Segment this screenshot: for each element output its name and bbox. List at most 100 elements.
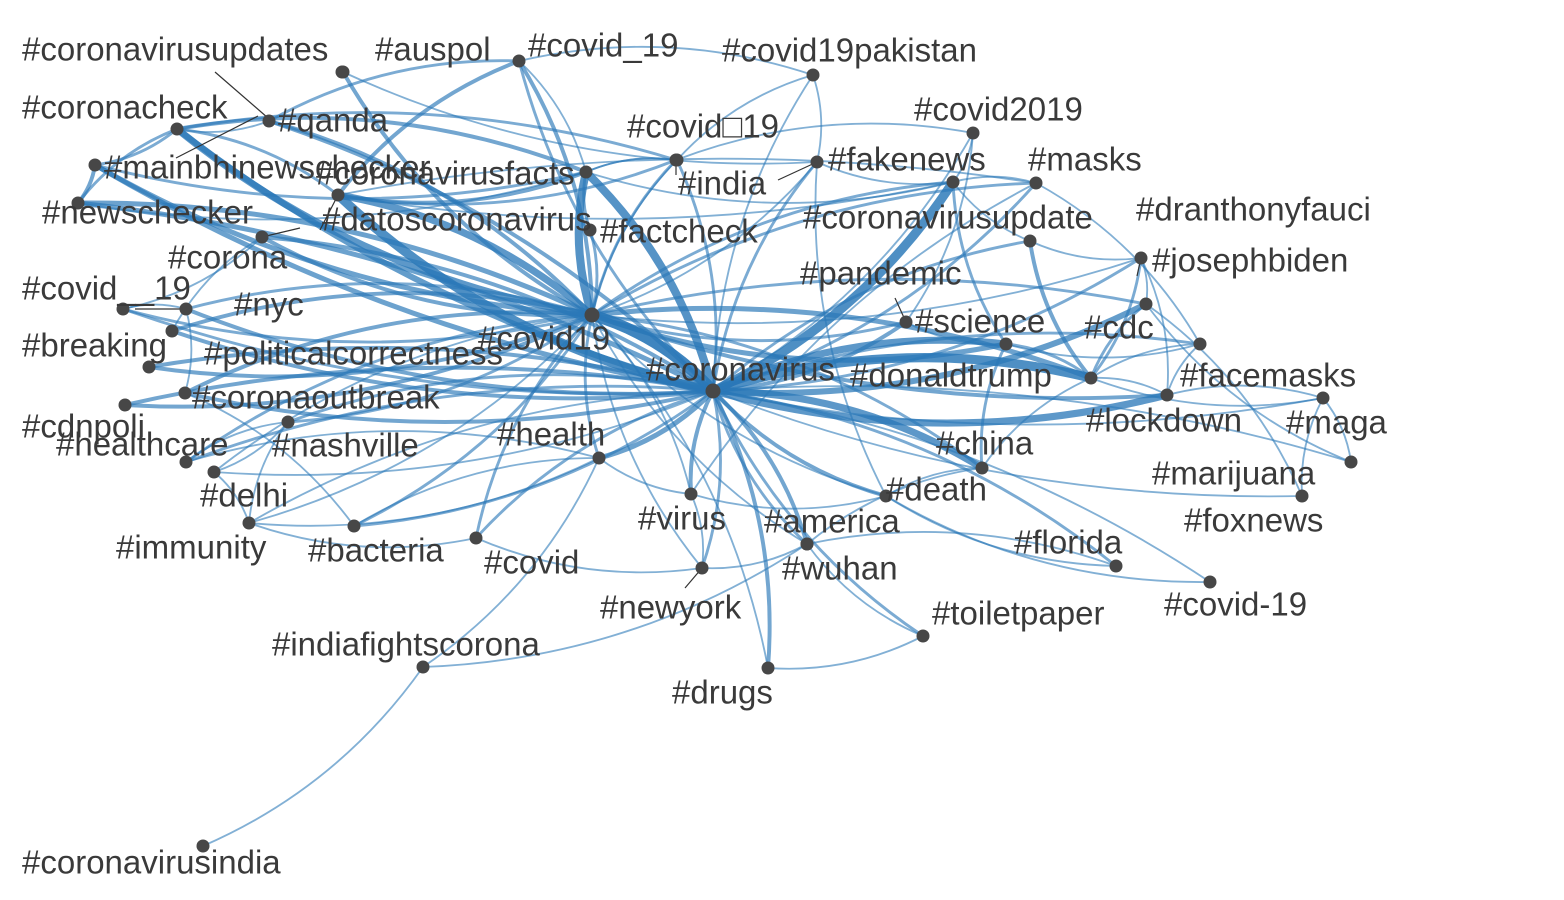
edge-coronavirus-foxnews <box>712 390 1303 498</box>
node-coronavirusfacts[interactable] <box>579 165 593 179</box>
node-coronavirus[interactable] <box>705 383 721 399</box>
node-label-newschecker: #newschecker <box>42 194 253 231</box>
edge-covid19-nashville <box>286 313 594 424</box>
node-auspol[interactable] <box>335 65 349 79</box>
edge-covid19-josephbiden <box>591 257 1142 325</box>
node-masks[interactable] <box>1029 176 1043 190</box>
node-label-covid2019: #covid2019 <box>914 91 1083 128</box>
node-label-nashville: #nashville <box>272 427 419 464</box>
node-facemasks[interactable] <box>1193 337 1207 351</box>
node-label-indiafightscorona: #indiafightscorona <box>272 626 540 663</box>
edge-nyc-coronaoutbreak <box>184 308 193 394</box>
edge-covid19-pandemic <box>590 313 908 343</box>
edge-covid19-healthcare <box>184 313 594 464</box>
node-factcheck[interactable] <box>583 223 597 237</box>
node-newschecker[interactable] <box>71 196 85 210</box>
node-drugs[interactable] <box>761 661 775 675</box>
node-coronaoutbreak[interactable] <box>178 386 192 400</box>
node-corona[interactable] <box>255 230 269 244</box>
edge-coronavirus-wuhan <box>711 389 809 546</box>
edge-covid2019-pandemic <box>905 132 974 323</box>
edge-wuhan-toiletpaper <box>806 543 924 637</box>
node-marijuana[interactable] <box>1344 455 1358 469</box>
edge-indiafightscorona-america <box>422 543 808 668</box>
node-virus[interactable] <box>684 487 698 501</box>
edge-foxnews-maga <box>1300 397 1324 497</box>
edge-donaldtrump-science <box>1004 342 1093 380</box>
node-coronavirusupdate[interactable] <box>946 175 960 189</box>
edge-covid19-immunity <box>248 314 593 524</box>
node-covid-19[interactable] <box>512 54 526 68</box>
node-qanda[interactable] <box>262 114 276 128</box>
node-toiletpaper[interactable] <box>916 629 930 643</box>
node-delhi[interactable] <box>207 465 221 479</box>
node-india[interactable] <box>670 153 684 167</box>
node-label-politicalcorrectness: #politicalcorrectness <box>204 335 503 372</box>
node-label-covid: #covid <box>484 544 579 581</box>
node-donaldtrump[interactable] <box>1084 371 1098 385</box>
node-politicalcorrectness[interactable] <box>142 360 156 374</box>
node-label-covid-box-19: #covid□19 <box>627 108 779 145</box>
edge-covid19-covid <box>474 313 594 540</box>
node-death[interactable] <box>879 489 893 503</box>
node-dranthonyfauci[interactable] <box>1023 234 1037 248</box>
node-science[interactable] <box>999 337 1013 351</box>
node-cdnpoli[interactable] <box>118 398 132 412</box>
edge-covid19-drugs <box>591 314 769 669</box>
node-covid-19[interactable] <box>116 302 130 316</box>
node-label-health: #health <box>497 416 605 453</box>
node-coronacheck[interactable] <box>170 122 184 136</box>
edge-coronavirusfacts-newschecker <box>77 171 587 221</box>
edge-covid19-newschecker <box>75 200 595 318</box>
node-breaking[interactable] <box>165 324 179 338</box>
node-label-covid-19: #covid_19 <box>528 27 678 64</box>
node-china[interactable] <box>975 461 989 475</box>
edge-coronavirus-coronavirusupdate <box>708 177 958 396</box>
edge-science-coronavirusupdate <box>951 180 1008 346</box>
node-florida[interactable] <box>1109 559 1123 573</box>
edge-covid19-donaldtrump <box>589 305 1094 381</box>
node-josephbiden[interactable] <box>1134 251 1148 265</box>
node-label-foxnews: #foxnews <box>1184 502 1323 539</box>
node-foxnews[interactable] <box>1295 489 1309 503</box>
edge-nashville-healthcare <box>185 421 289 463</box>
node-health[interactable] <box>592 451 606 465</box>
node-covid2019[interactable] <box>966 126 980 140</box>
node-covid19[interactable] <box>584 307 600 323</box>
node-coronavirusindia[interactable] <box>196 839 210 853</box>
edge-marijuana-maga <box>1322 397 1352 463</box>
node-bacteria[interactable] <box>347 519 361 533</box>
node-label-marijuana: #marijuana <box>1152 455 1316 492</box>
node-wuhan[interactable] <box>800 537 814 551</box>
node-label-coronavirusupdate: #coronavirusupdate <box>803 199 1093 236</box>
node-covid-19[interactable] <box>1203 575 1217 589</box>
node-maga[interactable] <box>1316 391 1330 405</box>
labels-layer: #coronavirusupdates #auspol #covid_19 #covi… <box>22 27 1388 881</box>
node-label-bacteria: #bacteria <box>308 532 444 569</box>
node-lockdown[interactable] <box>1160 388 1174 402</box>
edge-florida-america <box>806 531 1117 567</box>
node-indiafightscorona[interactable] <box>416 660 430 674</box>
node-label-wuhan: #wuhan <box>782 550 898 587</box>
node-covid[interactable] <box>469 531 483 545</box>
edge-datoscoronavirus-coronavirusupdate <box>337 181 954 220</box>
node-label-datoscoronavirus: #datoscoronavirus <box>322 201 592 238</box>
node-mainbhinewschecker[interactable] <box>88 158 102 172</box>
node-fakenews[interactable] <box>810 155 824 169</box>
node-datoscoronavirus[interactable] <box>331 188 345 202</box>
node-newyork[interactable] <box>695 561 709 575</box>
node-immunity[interactable] <box>242 516 256 530</box>
edge-covid-19-covid19pakistan <box>518 45 814 76</box>
edge-covid19-fakenews <box>591 161 818 316</box>
node-label-healthcare: #healthcare <box>56 426 228 463</box>
node-nyc[interactable] <box>179 302 193 316</box>
node-label-qanda: #qanda <box>278 102 389 139</box>
node-pandemic[interactable] <box>899 315 913 329</box>
node-label-masks: #masks <box>1028 141 1142 178</box>
node-cdc[interactable] <box>1139 297 1153 311</box>
node-nashville[interactable] <box>281 415 295 429</box>
edge-health-immunity <box>248 457 600 527</box>
node-healthcare[interactable] <box>179 455 193 469</box>
node-covid19pakistan[interactable] <box>806 68 820 82</box>
